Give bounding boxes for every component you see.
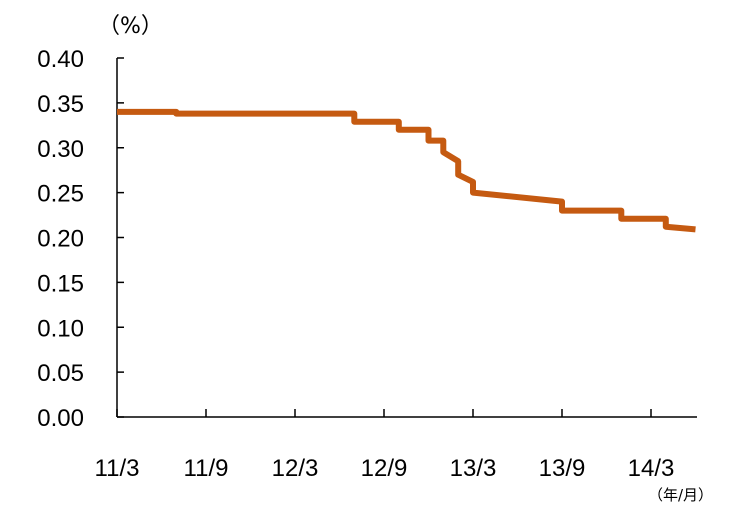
- x-tick-label: 12/3: [272, 455, 319, 482]
- y-tick-label: 0.10: [37, 315, 84, 342]
- x-axis: 11/3 11/9 12/3 12/9 13/3 13/9 14/3: [95, 409, 697, 482]
- x-tick-label: 14/3: [628, 455, 675, 482]
- y-axis-unit-label: （%）: [98, 14, 163, 39]
- y-tick-label: 0.15: [37, 270, 84, 297]
- x-axis-unit-label: （年/月）: [648, 486, 714, 504]
- series-line-0: [117, 108, 696, 233]
- y-tick-label: 0.35: [37, 91, 84, 118]
- x-tick-label: 13/3: [450, 455, 497, 482]
- x-tick-label: 13/9: [539, 455, 586, 482]
- y-tick-label: 0.40: [37, 46, 84, 73]
- y-tick-label: 0.00: [37, 405, 84, 432]
- y-tick-label: 0.30: [37, 136, 84, 163]
- x-tick-label: 12/9: [361, 455, 408, 482]
- y-axis: 0.00 0.05 0.10 0.15 0.20 0.25 0.30 0.35 0.40: [37, 46, 124, 432]
- x-tick-label: 11/9: [184, 455, 229, 482]
- y-tick-label: 0.25: [37, 181, 84, 208]
- x-tick-label: 11/3: [95, 455, 140, 482]
- series-group: [117, 108, 696, 233]
- y-tick-label: 0.05: [37, 360, 84, 387]
- y-tick-label: 0.20: [37, 226, 84, 253]
